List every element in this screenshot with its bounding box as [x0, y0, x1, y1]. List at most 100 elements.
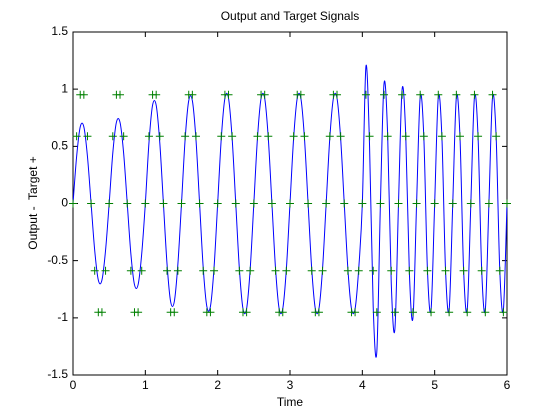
y-axis-label: Output - Target +: [26, 156, 40, 250]
target-marker: [155, 132, 164, 141]
target-marker: [387, 266, 396, 275]
target-marker: [434, 90, 443, 99]
target-marker: [405, 266, 414, 275]
target-marker: [437, 132, 446, 141]
target-marker: [137, 266, 146, 275]
x-tick-label: 2: [214, 378, 221, 392]
target-marker: [286, 199, 294, 208]
target-marker: [188, 90, 197, 99]
target-marker: [390, 308, 399, 317]
target-marker: [354, 266, 363, 275]
y-tick-label: 0: [61, 196, 68, 210]
target-marker: [340, 199, 349, 208]
target-marker: [383, 132, 392, 141]
target-marker: [470, 90, 479, 99]
target-marker: [69, 199, 77, 208]
target-marker: [481, 308, 490, 317]
target-marker: [488, 90, 497, 99]
y-tick-label: -1.5: [47, 367, 68, 381]
target-marker: [401, 132, 410, 141]
x-axis-label: Time: [277, 395, 304, 409]
target-marker: [119, 132, 128, 141]
target-marker: [267, 199, 276, 208]
target-marker: [278, 308, 287, 317]
target-marker: [416, 90, 425, 99]
target-marker: [105, 199, 114, 208]
target-marker: [300, 132, 309, 141]
target-marker: [282, 266, 291, 275]
target-marker: [492, 132, 501, 141]
target-marker: [361, 90, 370, 99]
target-marker: [430, 199, 439, 208]
y-tick-label: -0.5: [47, 253, 68, 267]
target-marker: [210, 266, 219, 275]
target-marker: [318, 266, 327, 275]
target-marker: [144, 132, 153, 141]
target-marker: [249, 199, 258, 208]
target-marker: [296, 90, 305, 99]
target-marker: [372, 308, 381, 317]
target-marker: [325, 132, 334, 141]
target-marker: [495, 266, 504, 275]
target-marker: [206, 308, 215, 317]
target-marker: [116, 90, 125, 99]
target-marker: [304, 199, 313, 208]
x-tick-label: 1: [142, 378, 149, 392]
target-marker: [253, 132, 262, 141]
target-marker: [474, 132, 483, 141]
target-marker: [152, 90, 161, 99]
target-marker: [408, 308, 417, 317]
x-tick-label: 0: [70, 378, 77, 392]
target-marker: [242, 308, 251, 317]
target-marker: [271, 266, 280, 275]
target-marker: [365, 132, 374, 141]
target-marker: [369, 266, 378, 275]
target-marker: [412, 199, 421, 208]
x-tick-label: 3: [287, 378, 294, 392]
target-marker: [87, 199, 96, 208]
target-marker: [452, 90, 461, 99]
target-marker: [97, 308, 106, 317]
target-marker: [195, 199, 204, 208]
y-tick-label: 1: [61, 81, 68, 95]
target-marker: [173, 266, 182, 275]
target-marker: [358, 199, 367, 208]
target-marker: [503, 199, 511, 208]
target-marker: [423, 266, 432, 275]
target-marker: [90, 266, 99, 275]
target-marker: [170, 308, 179, 317]
target-marker: [289, 132, 298, 141]
target-marker: [213, 199, 222, 208]
target-marker: [477, 266, 486, 275]
target-marker: [351, 308, 360, 317]
x-tick-label: 4: [359, 378, 366, 392]
target-marker: [441, 266, 450, 275]
target-marker: [228, 132, 237, 141]
target-marker: [246, 266, 255, 275]
target-marker: [398, 90, 407, 99]
target-marker: [314, 308, 323, 317]
target-marker: [181, 132, 190, 141]
target-marker: [455, 132, 464, 141]
x-tick-label: 5: [431, 378, 438, 392]
target-marker: [322, 199, 331, 208]
target-marker: [264, 132, 273, 141]
x-tick-label: 6: [504, 378, 511, 392]
target-marker: [427, 308, 436, 317]
target-marker: [141, 199, 150, 208]
chart-title: Output and Target Signals: [221, 9, 360, 23]
target-marker: [231, 199, 240, 208]
target-marker: [72, 132, 81, 141]
target-marker: [101, 266, 110, 275]
target-marker: [79, 90, 88, 99]
target-marker: [343, 266, 352, 275]
target-marker: [484, 199, 493, 208]
target-marker: [159, 199, 168, 208]
y-tick-label: 1.5: [51, 24, 68, 38]
target-marker: [380, 90, 389, 99]
target-marker: [177, 199, 186, 208]
target-marker: [163, 266, 172, 275]
target-marker: [134, 308, 143, 317]
target-marker: [445, 308, 454, 317]
